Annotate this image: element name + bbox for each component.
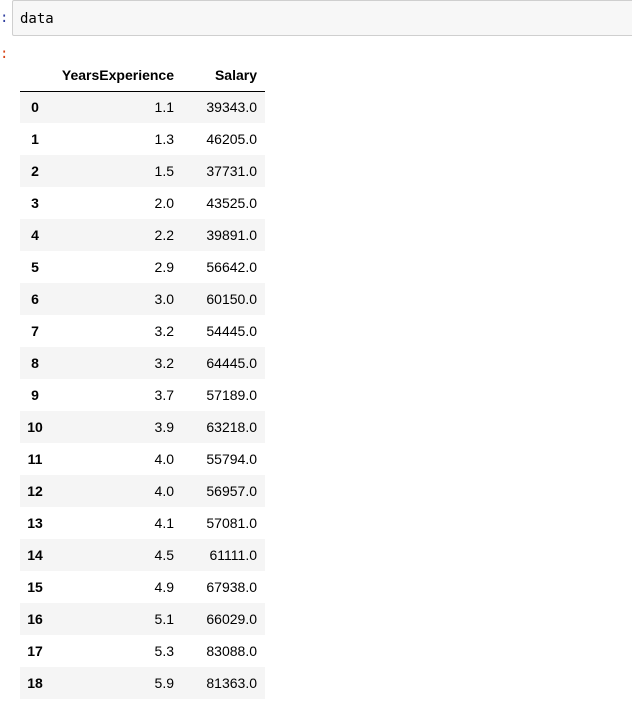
cell-yearsexperience: 2.2 [154,227,174,243]
cell-yearsexperience: 4.1 [154,515,174,531]
dataframe-table: YearsExperience Salary 0 1.1 39343.0 1 1.3 46… [20,60,265,699]
cell-yearsexperience: 5.9 [154,675,174,691]
row-index: 11 [27,451,43,467]
table-row: 4 2.2 39891.0 [20,219,265,251]
index-header [20,60,50,92]
cell-yearsexperience: 2.9 [154,259,174,275]
row-index: 2 [31,163,39,179]
table-body: 0 1.1 39343.0 1 1.3 46205.0 2 1.5 37731.0 3 2.0 435… [20,91,265,699]
table-row: 3 2.0 43525.0 [20,187,265,219]
row-index: 0 [31,99,39,116]
table-row: 13 4.1 57081.0 [20,507,265,539]
cell-salary: 64445.0 [206,355,257,371]
cell-yearsexperience: 3.2 [154,323,174,339]
cell-yearsexperience: 3.9 [154,419,174,435]
row-index: 7 [31,323,39,339]
output-prompt: : [0,46,9,62]
cell-yearsexperience: 4.9 [154,579,174,595]
cell-yearsexperience: 3.7 [154,387,174,403]
column-header-salary: Salary [180,60,265,92]
code-text[interactable]: data [20,11,54,27]
table-row: 14 4.5 61111.0 [20,539,265,571]
row-index: 12 [27,483,43,499]
cell-salary: 46205.0 [206,131,257,147]
cell-salary: 56642.0 [206,259,257,275]
cell-yearsexperience: 2.0 [154,195,174,211]
cell-yearsexperience: 1.1 [154,99,174,116]
table-row: 17 5.3 83088.0 [20,635,265,667]
cell-salary: 66029.0 [206,611,257,627]
cell-yearsexperience: 4.0 [154,451,174,467]
cell-salary: 83088.0 [206,643,257,659]
cell-salary: 56957.0 [206,483,257,499]
cell-salary: 37731.0 [206,163,257,179]
cell-salary: 60150.0 [206,291,257,307]
table-row: 2 1.5 37731.0 [20,155,265,187]
row-index: 14 [27,547,43,563]
cell-salary: 61111.0 [209,547,258,563]
table-row: 9 3.7 57189.0 [20,379,265,411]
cell-salary: 57081.0 [206,515,257,531]
cell-salary: 63218.0 [206,419,257,435]
cell-salary: 39891.0 [206,227,257,243]
cell-salary: 55794.0 [206,451,257,467]
table-row: 16 5.1 66029.0 [20,603,265,635]
row-index: 4 [31,227,39,243]
table-row: 11 4.0 55794.0 [20,443,265,475]
table-row: 18 5.9 81363.0 [20,667,265,699]
table-header-row: YearsExperience Salary [20,60,265,92]
table-row: 8 3.2 64445.0 [20,347,265,379]
row-index: 1 [31,131,39,147]
cell-salary: 57189.0 [206,387,257,403]
row-index: 5 [31,259,39,275]
table-row: 6 3.0 60150.0 [20,283,265,315]
table-row: 15 4.9 67938.0 [20,571,265,603]
table-row: 7 3.2 54445.0 [20,315,265,347]
row-index: 8 [31,355,39,371]
row-index: 6 [31,291,39,307]
input-prompt: : [0,10,9,26]
row-index: 3 [31,195,39,211]
cell-yearsexperience: 5.1 [154,611,174,627]
table-row: 0 1.1 39343.0 [20,91,265,123]
table-row: 5 2.9 56642.0 [20,251,265,283]
cell-yearsexperience: 1.3 [154,131,174,147]
row-index: 16 [27,611,43,627]
cell-salary: 39343.0 [206,99,257,116]
row-index: 13 [27,515,43,531]
cell-salary: 81363.0 [206,675,257,691]
cell-salary: 54445.0 [206,323,257,339]
column-header-yearsexperience: YearsExperience [50,60,180,92]
cell-yearsexperience: 4.0 [154,483,174,499]
table-row: 1 1.3 46205.0 [20,123,265,155]
row-index: 18 [27,675,43,691]
cell-salary: 67938.0 [206,579,257,595]
code-cell-editor[interactable]: data [12,0,632,36]
cell-yearsexperience: 1.5 [154,163,174,179]
cell-salary: 43525.0 [206,195,257,211]
table-row: 10 3.9 63218.0 [20,411,265,443]
row-index: 9 [31,387,39,403]
cell-yearsexperience: 3.2 [154,355,174,371]
cell-yearsexperience: 4.5 [154,547,174,563]
cell-yearsexperience: 3.0 [154,291,174,307]
row-index: 15 [27,579,43,595]
table-row: 12 4.0 56957.0 [20,475,265,507]
row-index: 10 [27,419,43,435]
row-index: 17 [27,643,43,659]
cell-yearsexperience: 5.3 [154,643,174,659]
